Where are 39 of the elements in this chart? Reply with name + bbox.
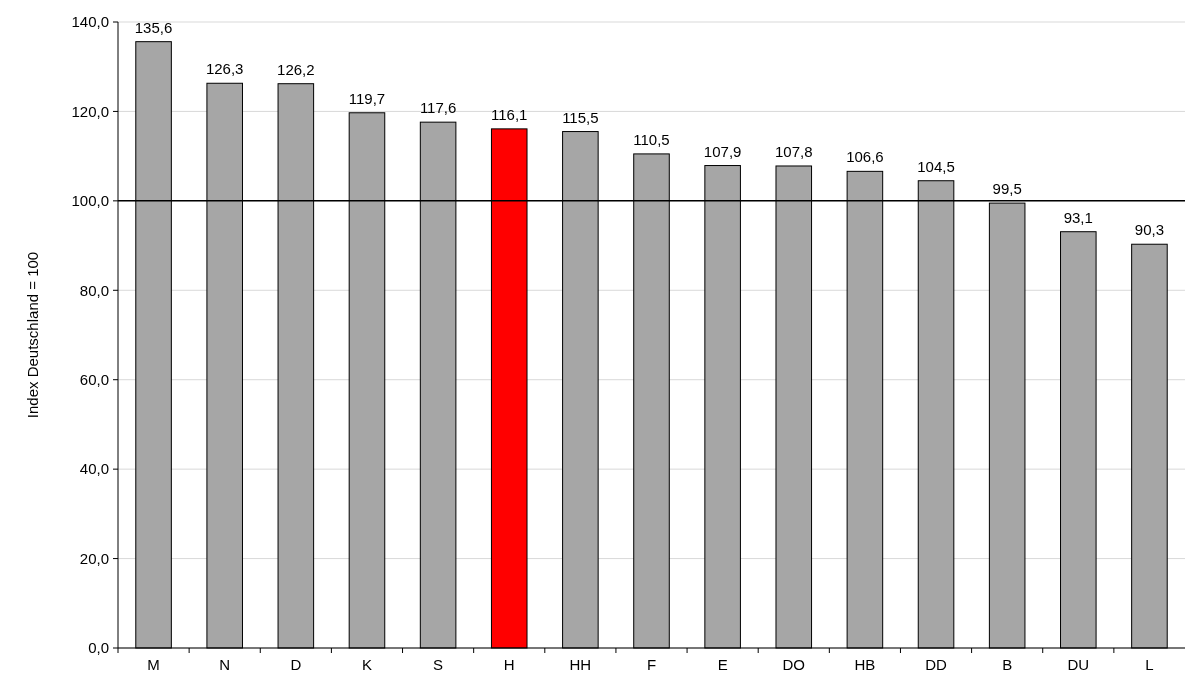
y-tick-label: 140,0 bbox=[71, 13, 109, 31]
data-label: 135,6 bbox=[134, 18, 173, 36]
x-tick-label: S bbox=[433, 656, 444, 673]
data-label: 93,1 bbox=[1063, 208, 1093, 226]
data-label: 126,2 bbox=[277, 60, 315, 78]
y-tick-label: 120,0 bbox=[71, 102, 109, 120]
x-tick-label: HB bbox=[854, 656, 876, 673]
x-tick-label: H bbox=[503, 656, 515, 673]
x-tick-label: E bbox=[717, 656, 728, 673]
x-tick-label: DU bbox=[1067, 656, 1090, 673]
y-tick-label: 20,0 bbox=[79, 549, 109, 567]
data-label: 107,9 bbox=[703, 142, 742, 160]
y-tick-label: 60,0 bbox=[79, 370, 109, 388]
x-tick-label: B bbox=[1002, 656, 1013, 673]
x-tick-label: K bbox=[361, 656, 372, 673]
y-tick-label: 100,0 bbox=[71, 192, 109, 210]
data-label: 104,5 bbox=[917, 157, 955, 175]
x-tick-label: N bbox=[219, 656, 231, 673]
data-label: 116,1 bbox=[491, 105, 528, 123]
y-tick-label: 0,0 bbox=[88, 639, 109, 657]
y-tick-label: 40,0 bbox=[79, 460, 109, 478]
x-tick-label: D bbox=[290, 656, 302, 673]
y-axis-title: Index Deutschland = 100 bbox=[24, 251, 41, 419]
x-tick-label: DO bbox=[782, 656, 806, 673]
x-tick-label: M bbox=[147, 656, 160, 673]
data-label: 115,5 bbox=[562, 108, 599, 126]
data-label: 126,3 bbox=[205, 60, 244, 78]
x-tick-label: DD bbox=[925, 656, 948, 673]
x-tick-label: L bbox=[1145, 656, 1154, 673]
data-label: 119,7 bbox=[348, 89, 386, 107]
data-label: 90,3 bbox=[1134, 221, 1165, 239]
x-tick-label: F bbox=[646, 656, 657, 673]
data-label: 110,5 bbox=[633, 130, 670, 148]
y-tick-label: 80,0 bbox=[79, 281, 109, 299]
data-label: 99,5 bbox=[992, 180, 1022, 198]
data-label: 117,6 bbox=[419, 99, 457, 117]
x-tick-label: HH bbox=[569, 656, 592, 673]
data-label: 106,6 bbox=[846, 148, 884, 166]
data-label: 107,8 bbox=[774, 142, 813, 160]
